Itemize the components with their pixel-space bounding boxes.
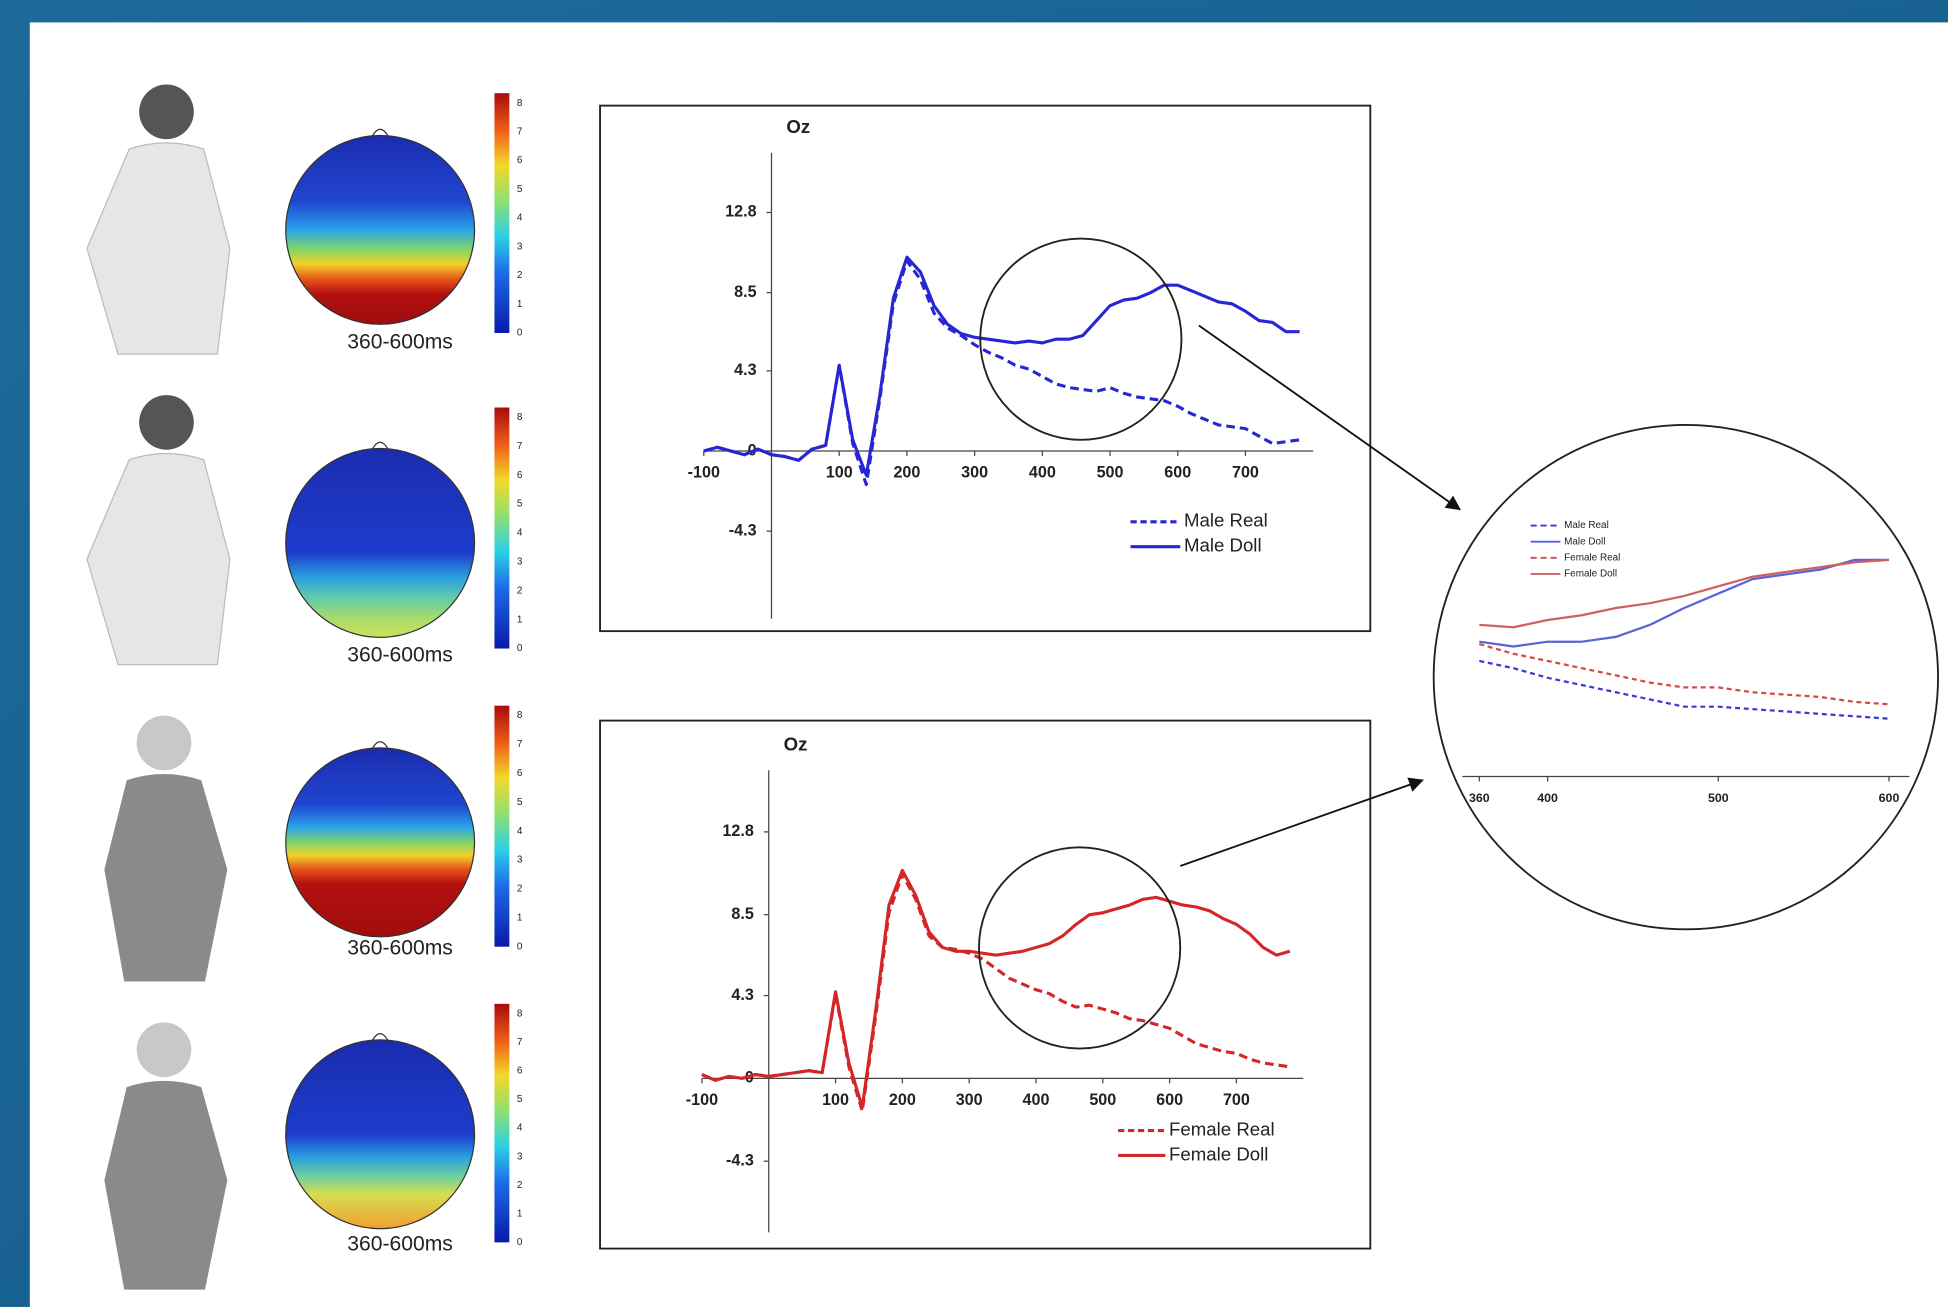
x-tick-label: 400 [1537, 791, 1558, 805]
x-tick-label: 500 [1089, 1091, 1116, 1109]
topomap-label: 360-600ms [347, 644, 453, 667]
color-scale-tick-label: 0 [517, 643, 523, 654]
chart-title: Oz [784, 733, 808, 754]
legend-label: Female Doll [1169, 1143, 1268, 1164]
color-scale-tick-label: 1 [517, 614, 523, 625]
color-scale-tick-label: 8 [517, 710, 523, 721]
page: 360-600ms012345678360-600ms012345678360-… [0, 0, 1948, 1307]
topomap [286, 1040, 475, 1229]
color-scale-tick-label: 8 [517, 1008, 523, 1019]
x-tick-label: 600 [1156, 1091, 1183, 1109]
color-scale-tick-label: 6 [517, 470, 523, 481]
color-scale-tick-label: 4 [517, 1123, 523, 1134]
legend-label: Male Doll [1184, 535, 1262, 556]
color-scale-tick-label: 1 [517, 1208, 523, 1219]
color-scale-tick-label: 3 [517, 557, 523, 568]
color-scale-tick-label: 3 [517, 241, 523, 252]
color-scale-tick-label: 4 [517, 213, 523, 224]
legend-label: Male Doll [1564, 536, 1605, 547]
y-tick-label: 8.5 [734, 283, 756, 301]
color-scale-tick-label: 6 [517, 1066, 523, 1077]
color-scale-tick-label: 7 [517, 739, 523, 750]
legend-label: Female Doll [1564, 569, 1617, 580]
y-tick-label: 4.3 [734, 361, 756, 379]
topomap [286, 748, 475, 937]
x-tick-label: 300 [956, 1091, 983, 1109]
color-scale-tick-label: 8 [517, 98, 523, 109]
x-tick-label: 100 [822, 1091, 849, 1109]
topomap [286, 135, 475, 324]
x-tick-label: 360 [1469, 791, 1490, 805]
color-scale-tick-label: 5 [517, 499, 523, 510]
color-scale-tick-label: 5 [517, 184, 523, 195]
x-tick-label: 700 [1232, 464, 1259, 482]
x-tick-label: 200 [893, 464, 920, 482]
y-tick-label: 8.5 [731, 905, 753, 923]
x-tick-label: 600 [1164, 464, 1191, 482]
color-scale [494, 706, 509, 947]
color-scale-tick-label: 0 [517, 941, 523, 952]
y-tick-label: 12.8 [722, 822, 753, 840]
topomap-label: 360-600ms [347, 1232, 453, 1255]
y-tick-label: 4.3 [731, 986, 753, 1004]
color-scale-tick-label: 2 [517, 884, 523, 895]
color-scale-tick-label: 1 [517, 912, 523, 923]
color-scale-tick-label: 1 [517, 299, 523, 310]
legend-label: Female Real [1564, 552, 1620, 563]
y-tick-label: -4.3 [726, 1151, 754, 1169]
color-scale-tick-label: 4 [517, 826, 523, 837]
chart-title: Oz [786, 116, 810, 137]
color-scale-tick-label: 3 [517, 1151, 523, 1162]
color-scale [494, 1004, 509, 1243]
color-scale-tick-label: 3 [517, 855, 523, 866]
color-scale-tick-label: 5 [517, 1094, 523, 1105]
x-tick-label: 700 [1223, 1091, 1250, 1109]
color-scale-tick-label: 4 [517, 528, 523, 539]
color-scale-tick-label: 8 [517, 412, 523, 423]
x-tick-label: 100 [826, 464, 853, 482]
color-scale-tick-label: 0 [517, 1237, 523, 1248]
topomap-label: 360-600ms [347, 330, 453, 353]
color-scale-tick-label: 2 [517, 270, 523, 281]
x-tick-label: 200 [889, 1091, 916, 1109]
color-scale-tick-label: 7 [517, 126, 523, 137]
topomap [286, 449, 475, 638]
figure: 360-600ms012345678360-600ms012345678360-… [0, 0, 1948, 1307]
x-tick-label: 400 [1023, 1091, 1050, 1109]
topomap-label: 360-600ms [347, 937, 453, 960]
color-scale-tick-label: 2 [517, 1180, 523, 1191]
legend-label: Male Real [1564, 520, 1609, 531]
x-tick-label: 600 [1879, 791, 1900, 805]
color-scale-tick-label: 7 [517, 441, 523, 452]
color-scale-tick-label: 6 [517, 768, 523, 779]
color-scale [494, 93, 509, 333]
x-tick-label: 500 [1708, 791, 1729, 805]
y-tick-label: -4.3 [729, 521, 757, 539]
x-tick-label: -100 [686, 1091, 718, 1109]
x-tick-label: -100 [688, 464, 720, 482]
color-scale [494, 408, 509, 649]
color-scale-tick-label: 7 [517, 1037, 523, 1048]
color-scale-tick-label: 0 [517, 328, 523, 339]
color-scale-tick-label: 5 [517, 797, 523, 808]
x-tick-label: 300 [961, 464, 988, 482]
color-scale-tick-label: 2 [517, 585, 523, 596]
legend-label: Female Real [1169, 1118, 1275, 1139]
x-tick-label: 500 [1097, 464, 1124, 482]
zoom-circle [1434, 425, 1938, 929]
y-tick-label: 12.8 [725, 203, 756, 221]
legend-label: Male Real [1184, 510, 1268, 531]
color-scale-tick-label: 6 [517, 155, 523, 166]
x-tick-label: 400 [1029, 464, 1056, 482]
